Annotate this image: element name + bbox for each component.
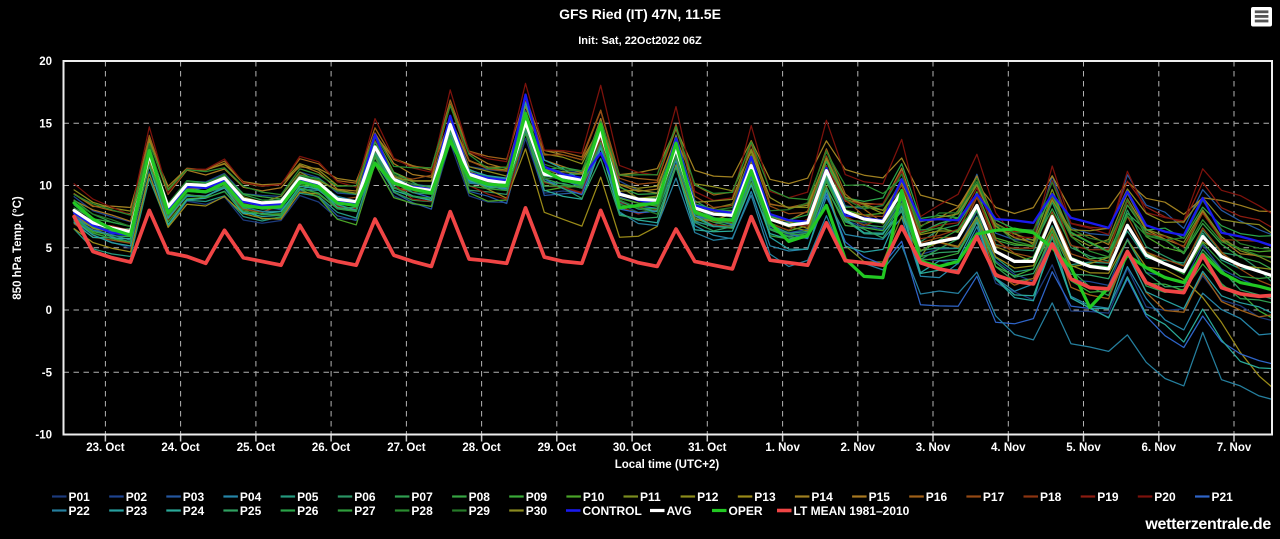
svg-text:P16: P16 [926,490,948,504]
svg-text:P23: P23 [126,504,148,518]
svg-text:P30: P30 [526,504,548,518]
svg-text:P08: P08 [469,490,491,504]
svg-text:6. Nov: 6. Nov [1142,442,1177,454]
svg-text:P13: P13 [754,490,776,504]
svg-text:P15: P15 [869,490,891,504]
svg-text:P11: P11 [640,490,661,504]
svg-text:P07: P07 [411,490,433,504]
svg-text:24. Oct: 24. Oct [161,442,200,454]
svg-text:3. Nov: 3. Nov [916,442,951,454]
svg-text:P18: P18 [1040,490,1062,504]
svg-text:-10: -10 [35,430,52,442]
svg-text:5. Nov: 5. Nov [1066,442,1101,454]
svg-text:P25: P25 [240,504,262,518]
svg-text:850 hPa Temp. (°C): 850 hPa Temp. (°C) [12,196,24,300]
svg-text:15: 15 [39,119,52,131]
svg-text:P02: P02 [126,490,148,504]
svg-text:P06: P06 [354,490,376,504]
svg-text:Init: Sat, 22Oct2022 06Z: Init: Sat, 22Oct2022 06Z [578,35,702,47]
svg-text:P12: P12 [697,490,719,504]
svg-text:0: 0 [46,305,52,317]
svg-text:4. Nov: 4. Nov [991,442,1026,454]
svg-text:AVG: AVG [667,504,692,518]
svg-text:P21: P21 [1212,490,1234,504]
svg-text:P24: P24 [183,504,205,518]
svg-text:P01: P01 [69,490,91,504]
svg-text:P10: P10 [583,490,605,504]
svg-text:P05: P05 [297,490,319,504]
svg-text:LT MEAN 1981–2010: LT MEAN 1981–2010 [794,504,910,518]
svg-text:CONTROL: CONTROL [583,504,642,518]
svg-text:29. Oct: 29. Oct [538,442,577,454]
svg-text:23. Oct: 23. Oct [86,442,125,454]
svg-text:31. Oct: 31. Oct [688,442,727,454]
svg-text:5: 5 [46,243,53,255]
svg-text:P20: P20 [1154,490,1176,504]
svg-text:P22: P22 [69,504,91,518]
svg-text:20: 20 [39,56,52,68]
svg-text:Local time (UTC+2): Local time (UTC+2) [615,459,720,471]
svg-text:P27: P27 [354,504,376,518]
svg-text:P29: P29 [469,504,491,518]
svg-text:P26: P26 [297,504,319,518]
svg-text:-5: -5 [42,367,53,379]
svg-text:P09: P09 [526,490,548,504]
svg-text:P28: P28 [411,504,433,518]
svg-text:P17: P17 [983,490,1005,504]
svg-text:P03: P03 [183,490,205,504]
svg-text:25. Oct: 25. Oct [237,442,276,454]
svg-text:P19: P19 [1097,490,1119,504]
svg-text:26. Oct: 26. Oct [312,442,351,454]
svg-text:7. Nov: 7. Nov [1217,442,1252,454]
svg-text:P14: P14 [811,490,833,504]
svg-text:28. Oct: 28. Oct [462,442,501,454]
svg-text:2. Nov: 2. Nov [841,442,876,454]
svg-text:OPER: OPER [729,504,763,518]
svg-text:P04: P04 [240,490,262,504]
svg-text:1. Nov: 1. Nov [765,442,800,454]
svg-text:10: 10 [39,181,52,193]
svg-text:30. Oct: 30. Oct [613,442,652,454]
svg-text:wetterzentrale.de: wetterzentrale.de [1144,516,1271,533]
svg-text:27. Oct: 27. Oct [387,442,426,454]
svg-text:GFS Ried (IT) 47N, 11.5E: GFS Ried (IT) 47N, 11.5E [559,6,721,22]
